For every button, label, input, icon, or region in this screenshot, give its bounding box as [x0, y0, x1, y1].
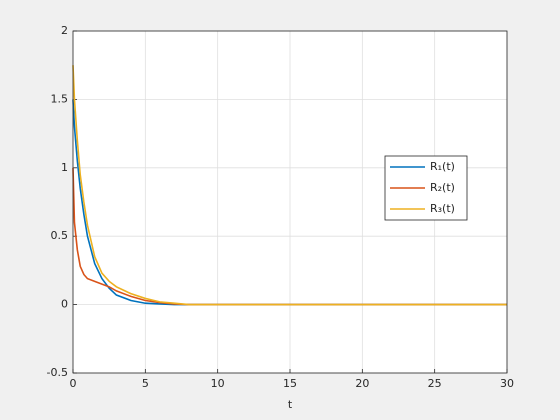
legend: R₁(t) R₂(t) R₃(t) — [384, 155, 468, 221]
legend-label: R₃(t) — [430, 202, 455, 215]
y-tick-label: 0.5 — [51, 229, 69, 242]
x-tick-label: 0 — [70, 377, 77, 390]
x-axis-label: t — [288, 398, 293, 411]
axes-box — [72, 30, 508, 374]
x-tick-label: 5 — [142, 377, 149, 390]
series-line — [72, 65, 507, 306]
y-tick-label: 2 — [61, 24, 68, 37]
lines — [72, 65, 507, 306]
y-tick-label: 1 — [61, 161, 68, 174]
x-tick-label: 30 — [500, 377, 514, 390]
x-tick-label: 15 — [283, 377, 297, 390]
legend-label: R₁(t) — [430, 160, 455, 173]
x-tick-label: 25 — [428, 377, 442, 390]
x-tick-label: 10 — [211, 377, 225, 390]
y-tick-label: 1.5 — [51, 92, 69, 105]
x-tick-label: 20 — [355, 377, 369, 390]
y-tick-label: -0.5 — [47, 366, 68, 379]
y-tick-label: 0 — [61, 298, 68, 311]
legend-label: R₂(t) — [430, 181, 455, 194]
